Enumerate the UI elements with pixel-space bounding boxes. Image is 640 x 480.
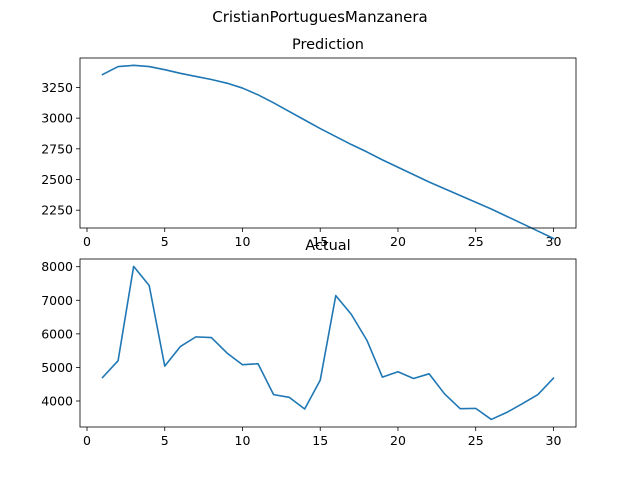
actual-xtick-label: 30 xyxy=(546,433,562,448)
prediction-xtick-label: 25 xyxy=(468,234,484,249)
actual-xtick-label: 10 xyxy=(235,433,251,448)
actual-xtick-label: 25 xyxy=(468,433,484,448)
actual-chart: 0 5 10 15 20 25 30 4000 5000 6000 7000 8000 Actual xyxy=(41,238,577,448)
prediction-ticks: 0 5 10 15 20 25 30 2250 2500 2750 3000 3250 xyxy=(41,80,561,249)
prediction-xtick-label: 0 xyxy=(83,234,91,249)
actual-axes-frame xyxy=(79,258,577,428)
actual-series-line xyxy=(101,265,555,421)
prediction-ytick-label: 2750 xyxy=(41,141,73,156)
actual-ytick-label: 7000 xyxy=(41,293,73,308)
prediction-xtick-label: 30 xyxy=(546,234,562,249)
prediction-chart: Prediction 0 5 10 15 20 25 30 2250 2500 2750 3000 3… xyxy=(41,37,577,249)
actual-chart-title: Actual xyxy=(305,238,350,254)
actual-ytick-label: 5000 xyxy=(41,360,73,375)
actual-xtick-label: 20 xyxy=(390,433,406,448)
prediction-ytick-label: 3250 xyxy=(41,80,73,95)
prediction-xtick-label: 15 xyxy=(312,234,328,249)
prediction-axes-frame xyxy=(79,57,577,229)
figure-suptitle: CristianPortuguesManzanera xyxy=(212,8,428,26)
prediction-chart-title: Prediction xyxy=(292,37,364,53)
actual-xtick-label: 0 xyxy=(83,433,91,448)
prediction-ytick-label: 2250 xyxy=(41,203,73,218)
prediction-xtick-label: 5 xyxy=(161,234,169,249)
actual-ticks: 0 5 10 15 20 25 30 4000 5000 6000 7000 8000 xyxy=(41,259,561,448)
prediction-ytick-label: 2500 xyxy=(41,172,73,187)
actual-ytick-label: 6000 xyxy=(41,326,73,341)
actual-xtick-label: 15 xyxy=(312,433,328,448)
actual-ytick-label: 4000 xyxy=(41,393,73,408)
prediction-ytick-label: 3000 xyxy=(41,111,73,126)
prediction-xtick-label: 20 xyxy=(390,234,406,249)
prediction-xtick-label: 10 xyxy=(235,234,251,249)
actual-ytick-label: 8000 xyxy=(41,259,73,274)
prediction-series-line xyxy=(101,64,555,240)
actual-xtick-label: 5 xyxy=(161,433,169,448)
